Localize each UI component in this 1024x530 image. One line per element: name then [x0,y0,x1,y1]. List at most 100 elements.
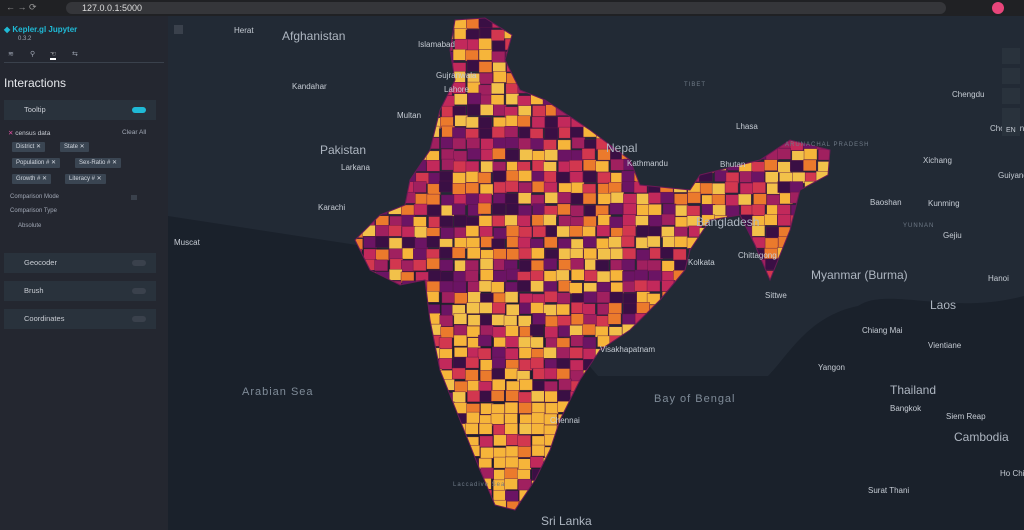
toggle[interactable] [132,288,146,294]
chip-icons[interactable]: ✕ [78,144,85,150]
district [660,247,674,259]
district [467,92,482,105]
district [764,237,779,250]
district [610,248,624,260]
district [556,171,570,184]
district [506,225,520,237]
district [531,402,546,414]
district [414,226,428,238]
district [454,292,468,304]
district [558,149,572,162]
district [672,248,687,261]
district [491,368,506,380]
district [543,347,557,359]
tab[interactable]: ≋ [8,51,14,58]
chip-icons[interactable]: # ✕ [44,160,57,166]
district [596,315,610,327]
toggle[interactable] [132,107,146,113]
district [543,270,558,283]
district [531,412,545,425]
nav-buttons[interactable]: ← → ⟳ [6,2,37,12]
map-control-button[interactable] [1002,108,1020,124]
tab[interactable]: ☜ [50,51,57,60]
district [518,192,532,204]
district [544,390,558,403]
district [519,259,533,272]
district [389,258,404,271]
district [532,203,546,215]
language-label: EN [1006,127,1016,134]
district [662,203,677,216]
district [646,235,661,248]
clear-all[interactable]: Clear All [122,129,147,136]
toggle[interactable] [132,260,146,266]
map-control-button[interactable] [1002,88,1020,104]
district [675,204,689,217]
district [530,259,545,272]
field-chip[interactable]: Sex-Ratio # ✕ [75,158,122,168]
district [608,302,622,315]
district [544,381,558,393]
district [571,137,586,149]
place-label: TIBET [684,82,706,88]
chip-icons[interactable]: ✕ [34,144,42,150]
district [543,171,558,183]
profile[interactable] [992,2,1004,14]
district [582,225,596,238]
district [467,81,481,94]
comparison-value[interactable]: Absolute [18,223,42,229]
chip-icons[interactable]: # ✕ [105,160,118,166]
district [413,181,427,193]
map-controls: EN [1002,48,1020,136]
language-button[interactable] [1002,122,1020,136]
district [506,236,520,248]
district [479,127,493,140]
tab[interactable]: ⚲ [30,51,36,58]
district [518,391,532,404]
field-chip[interactable]: Growth # ✕ [12,174,52,184]
district [530,302,544,314]
field-chip[interactable]: Population # ✕ [12,158,61,168]
address-bar[interactable]: 127.0.0.1:5000 [66,2,946,14]
place-label: Bay of Bengal [654,393,736,405]
tab[interactable]: ⇆ [72,51,78,58]
district [777,161,791,173]
district [594,325,609,338]
toggle[interactable] [132,316,146,322]
chip-icons[interactable]: # ✕ [35,176,48,182]
district [635,215,649,228]
chip-icons[interactable]: # ✕ [90,176,102,182]
district [493,456,508,469]
field-chip[interactable]: Literacy # ✕ [65,174,106,184]
district [453,324,468,337]
district [582,348,597,360]
field-chip[interactable]: District ✕ [12,142,46,152]
district [467,148,481,160]
map-control-button[interactable] [1002,48,1020,64]
toggle[interactable] [131,195,137,200]
district [505,325,519,337]
district [504,402,519,414]
district [518,315,532,327]
district [570,181,585,194]
sidebar: ◆ Kepler.gl Jupyter 0.3.2 ≋ ⚲ ☜ ⇆ Intera… [0,16,168,530]
district [491,346,506,359]
district [492,40,506,53]
district [440,227,454,239]
place-label: Afghanistan [282,29,345,43]
place-label: Kunming [928,199,960,208]
district [493,181,508,194]
place-label: Hanoi [988,274,1009,283]
district [478,49,493,61]
district [465,161,480,173]
district [569,248,584,260]
district [519,149,533,161]
collapse-button[interactable] [174,25,183,34]
place-label: Larkana [341,163,370,172]
district [556,347,571,359]
map-control-button[interactable] [1002,68,1020,84]
district [441,158,455,171]
district [531,160,546,172]
field-chip[interactable]: State ✕ [60,142,89,152]
district [571,269,585,281]
